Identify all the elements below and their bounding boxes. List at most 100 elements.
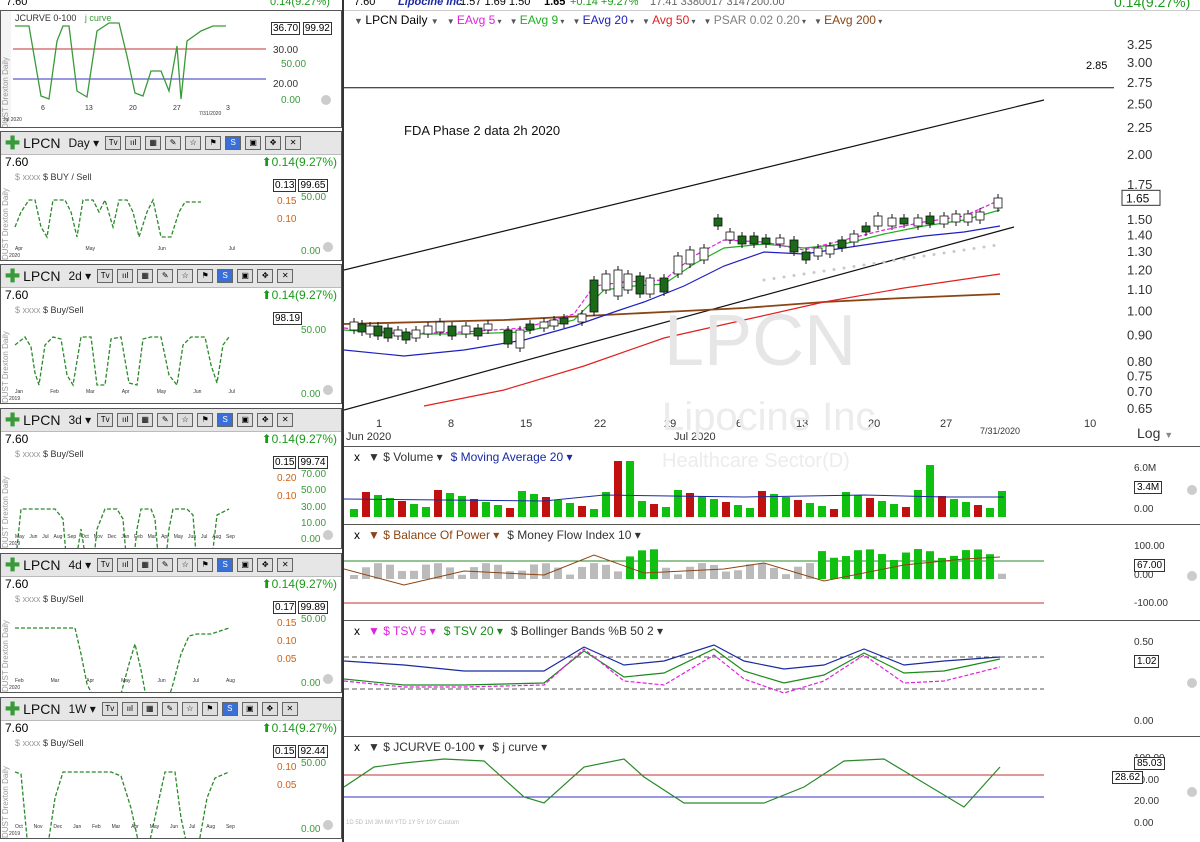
move-icon[interactable]: ✥ [257, 558, 274, 572]
flag-icon[interactable]: ⚑ [201, 702, 218, 716]
grid-icon[interactable]: ▦ [137, 413, 154, 427]
star-icon[interactable]: ☆ [177, 558, 194, 572]
add-icon[interactable]: ✚ [5, 132, 21, 153]
move-icon[interactable]: ✥ [261, 702, 278, 716]
flag-icon[interactable]: ⚑ [197, 558, 214, 572]
bop-label[interactable]: ▼ $ Balance Of Power ▾ [368, 528, 500, 542]
move-icon[interactable]: ✥ [265, 136, 282, 150]
main-price-chart[interactable]: 3.25 3.00 2.75 2.50 2.25 2.00 1.75 1.501.40 1.30… [344, 30, 1200, 442]
save-icon[interactable]: ▣ [237, 269, 254, 283]
panel-indicator-name[interactable]: Buy/Sell [50, 594, 84, 604]
panel-toolbar[interactable]: ✚ LPCN 3d ▾ Tv ııl ▦ ✎ ☆ ⚑ S ▣ ✥ ✕ [1, 409, 341, 432]
bottom-strip[interactable]: 1D 5D 1M 3M 6M YTD 1Y 5Y 10Y Custom [346, 820, 459, 826]
add-icon[interactable]: ✚ [5, 698, 21, 719]
panel-toolbar[interactable]: ✚ LPCN 1W ▾ Tv ııl ▦ ✎ ☆ ⚑ S ▣ ✥ ✕ [1, 698, 341, 721]
jcurve-label[interactable]: ▼ $ JCURVE 0-100 ▾ [368, 740, 485, 754]
panel-indicator-label[interactable]: $ xxxx $ BUY / Sell [15, 172, 92, 182]
tsv-header[interactable]: x ▼ $ TSV 5 ▾ $ TSV 20 ▾ $ Bollinger Bands … [354, 624, 663, 638]
volume-overlay[interactable]: $ Moving Average 20 ▾ [450, 450, 573, 464]
scroll-arrow-icon[interactable] [1187, 678, 1197, 688]
panel-indicator-label[interactable]: $ xxxx $ Buy/Sell [15, 449, 84, 459]
symbol-panel-Day[interactable]: ✚ LPCN Day ▾ Tv ııl ▦ ✎ ☆ ⚑ S ▣ ✥ ✕ 7.60 ⬆0.14(9.27%) D… [0, 131, 342, 261]
s-icon[interactable]: S [217, 269, 234, 283]
panel-symbol[interactable]: LPCN [23, 557, 61, 573]
panel-indicator-name[interactable]: Buy/Sell [50, 305, 84, 315]
indicator-label[interactable]: ▼ EAvg 200 ▾ [814, 13, 883, 27]
panel-toolbar[interactable]: ✚ LPCN 2d ▾ Tv ııl ▦ ✎ ☆ ⚑ S ▣ ✥ ✕ [1, 265, 341, 288]
bop-panel[interactable]: x ▼ $ Balance Of Power ▾ $ Money Flow Inde… [344, 524, 1200, 617]
indicator-label[interactable]: ▼ PSAR 0.02 0.20 ▾ [703, 13, 806, 27]
tv-icon[interactable]: Tv [97, 269, 114, 283]
pen-icon[interactable]: ✎ [157, 269, 174, 283]
panel-period[interactable]: 4d ▾ [68, 558, 92, 572]
tsv-overlay[interactable]: $ Bollinger Bands %B 50 2 ▾ [510, 624, 664, 638]
s-icon[interactable]: S [217, 558, 234, 572]
bars-icon[interactable]: ııl [117, 413, 134, 427]
panel-indicator-label[interactable]: $ xxxx $ Buy/Sell [15, 738, 84, 748]
jcurve-overlay[interactable]: $ j curve ▾ [492, 740, 548, 754]
panel-symbol[interactable]: LPCN [23, 412, 61, 428]
tv-icon[interactable]: Tv [101, 702, 118, 716]
bars-icon[interactable]: ııl [117, 558, 134, 572]
top-indicator-label[interactable]: JCURVE 0-100 [15, 13, 77, 23]
save-icon[interactable]: ▣ [245, 136, 262, 150]
scale-log-label[interactable]: Log ▼ [1137, 425, 1174, 441]
panel-period[interactable]: 3d ▾ [68, 413, 92, 427]
pen-icon[interactable]: ✎ [165, 136, 182, 150]
jcurve-header[interactable]: x ▼ $ JCURVE 0-100 ▾ $ j curve ▾ [354, 740, 547, 754]
tv-icon[interactable]: Tv [97, 558, 114, 572]
pen-icon[interactable]: ✎ [157, 413, 174, 427]
volume-panel[interactable]: x▼ $ Volume ▾$ Moving Average 20 ▾6.0M2.… [344, 446, 1200, 523]
add-icon[interactable]: ✚ [5, 409, 21, 430]
close-icon[interactable]: ✕ [281, 702, 298, 716]
panel-toolbar[interactable]: ✚ LPCN 4d ▾ Tv ııl ▦ ✎ ☆ ⚑ S ▣ ✥ ✕ [1, 554, 341, 577]
tv-icon[interactable]: Tv [97, 413, 114, 427]
close-icon[interactable]: ✕ [285, 136, 302, 150]
panel-period[interactable]: Day ▾ [68, 136, 100, 150]
scroll-arrow-icon[interactable] [1187, 787, 1197, 797]
flag-icon[interactable]: ⚑ [197, 413, 214, 427]
close-icon[interactable]: ✕ [277, 269, 294, 283]
panel-indicator-name[interactable]: BUY / Sell [50, 172, 92, 182]
symbol-panel-4d[interactable]: ✚ LPCN 4d ▾ Tv ııl ▦ ✎ ☆ ⚑ S ▣ ✥ ✕ 7.60 ⬆0.14(9.27%) DU… [0, 553, 342, 693]
scroll-arrow-icon[interactable] [323, 242, 333, 252]
bop-header[interactable]: x ▼ $ Balance Of Power ▾ $ Money Flow Inde… [354, 528, 641, 542]
scroll-arrow-icon[interactable] [1187, 571, 1197, 581]
close-icon[interactable]: x [354, 624, 360, 638]
s-icon[interactable]: S [225, 136, 242, 150]
scroll-arrow-icon[interactable] [323, 674, 333, 684]
panel-indicator-label[interactable]: $ xxxx $ Buy/Sell [15, 594, 84, 604]
indicator-label[interactable]: ▼ EAvg 20 ▾ [572, 13, 634, 27]
panel-symbol[interactable]: LPCN [23, 135, 61, 151]
bop-overlay[interactable]: $ Money Flow Index 10 ▾ [507, 528, 641, 542]
grid-icon[interactable]: ▦ [137, 269, 154, 283]
tsv-label[interactable]: ▼ $ TSV 5 ▾ [368, 624, 436, 638]
panel-indicator-name[interactable]: Buy/Sell [50, 738, 84, 748]
panel-period[interactable]: 1W ▾ [68, 702, 96, 716]
close-icon[interactable]: x [354, 740, 360, 754]
star-icon[interactable]: ☆ [181, 702, 198, 716]
s-icon[interactable]: S [221, 702, 238, 716]
s-icon[interactable]: S [217, 413, 234, 427]
panel-indicator-name[interactable]: Buy/Sell [50, 449, 84, 459]
star-icon[interactable]: ☆ [177, 413, 194, 427]
volume-label[interactable]: ▼ $ Volume ▾ [368, 450, 443, 464]
symbol-panel-1W[interactable]: ✚ LPCN 1W ▾ Tv ııl ▦ ✎ ☆ ⚑ S ▣ ✥ ✕ 7.60 ⬆0.14(9.27%) DU… [0, 697, 342, 839]
pen-icon[interactable]: ✎ [157, 558, 174, 572]
close-icon[interactable]: x [354, 450, 360, 464]
add-icon[interactable]: ✚ [5, 265, 21, 286]
grid-icon[interactable]: ▦ [141, 702, 158, 716]
tv-icon[interactable]: Tv [105, 136, 122, 150]
top-jcurve-panel[interactable]: DUST Drexton Daily JCURVE 0-100 j curve … [0, 10, 342, 128]
panel-symbol[interactable]: LPCN [23, 268, 61, 284]
scroll-arrow-icon[interactable] [323, 530, 333, 540]
save-icon[interactable]: ▣ [237, 558, 254, 572]
scroll-arrow-icon[interactable] [1187, 485, 1197, 495]
scroll-arrow-icon[interactable] [323, 820, 333, 830]
main-chart-header[interactable]: ▼ LPCN Daily ▼ ▼ EAvg 5 ▾ ▼ EAvg 9 ▾ ▼ EAv… [354, 13, 882, 27]
bars-icon[interactable]: ııl [121, 702, 138, 716]
indicator-label[interactable]: ▼ EAvg 5 ▾ [446, 13, 502, 27]
add-icon[interactable]: ✚ [5, 554, 21, 575]
close-icon[interactable]: ✕ [277, 558, 294, 572]
save-icon[interactable]: ▣ [237, 413, 254, 427]
